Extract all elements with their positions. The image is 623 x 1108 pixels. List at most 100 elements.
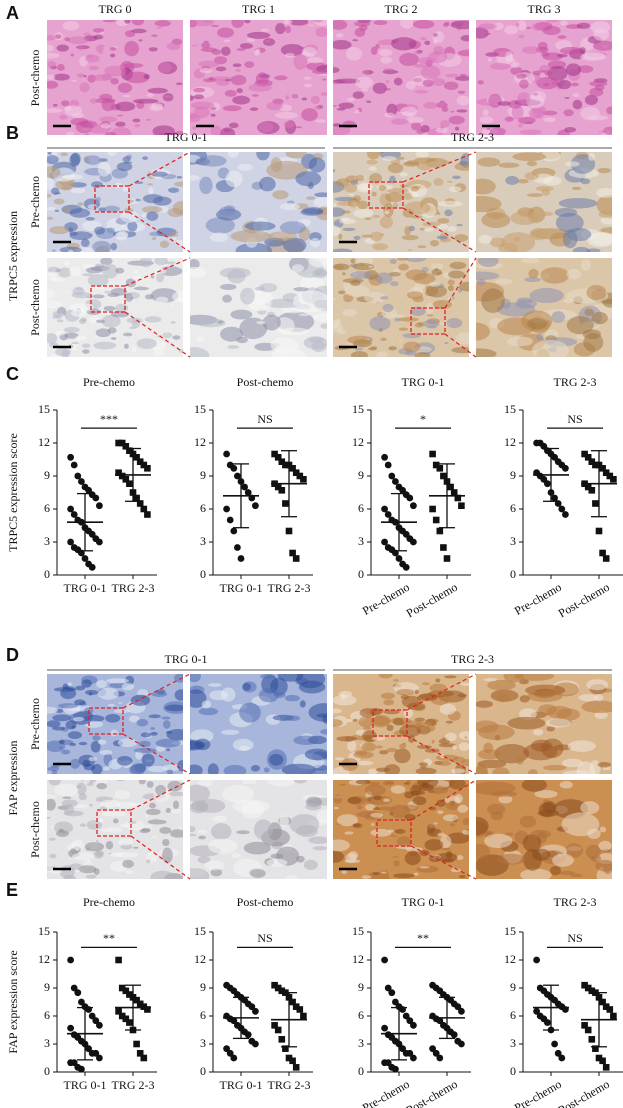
tissue-blob xyxy=(487,679,516,691)
zoom-line xyxy=(124,311,191,358)
tissue-blob xyxy=(456,855,464,860)
tissue-blob xyxy=(236,48,246,51)
tissue-blob xyxy=(270,337,299,354)
tissue-blob xyxy=(364,784,386,796)
tissue-blob xyxy=(285,715,301,722)
significance-label: * xyxy=(420,412,426,426)
data-point xyxy=(67,453,74,461)
y-tick-label: 12 xyxy=(38,435,50,449)
tissue-blob xyxy=(572,93,580,98)
tissue-blob xyxy=(449,823,456,827)
tissue-blob xyxy=(520,258,540,264)
data-point xyxy=(602,1003,610,1010)
tissue-blob xyxy=(62,20,80,31)
tissue-blob xyxy=(55,347,72,357)
tissue-blob xyxy=(57,267,72,278)
tissue-blob xyxy=(517,20,527,31)
tissue-blob xyxy=(260,28,270,32)
tissue-blob xyxy=(572,246,590,252)
texture xyxy=(333,780,469,879)
tissue-blob xyxy=(572,99,583,110)
tissue-blob xyxy=(93,34,104,40)
y-tick-label: 3 xyxy=(510,1036,516,1050)
tissue-blob xyxy=(345,853,357,863)
tissue-blob xyxy=(565,843,583,858)
tissue-blob xyxy=(75,335,87,341)
data-point xyxy=(88,563,96,571)
tissue-blob xyxy=(155,296,169,304)
tissue-blob xyxy=(64,260,70,266)
tissue-blob xyxy=(82,684,91,687)
tissue-blob xyxy=(110,127,132,135)
data-point xyxy=(610,1012,617,1020)
tissue-blob xyxy=(217,320,224,324)
tissue-blob xyxy=(415,152,430,158)
tissue-blob xyxy=(529,227,549,241)
tissue-blob xyxy=(535,185,554,192)
tissue-blob xyxy=(526,193,543,198)
data-point xyxy=(67,956,74,964)
x-tick-label: Pre-chemo xyxy=(360,1077,412,1108)
tissue-blob xyxy=(384,764,401,774)
data-point xyxy=(126,447,133,454)
texture xyxy=(333,20,469,135)
tissue-blob xyxy=(155,738,181,748)
tissue-blob xyxy=(336,736,358,742)
y-tick-label: 3 xyxy=(200,534,206,548)
tissue-blob xyxy=(396,688,415,696)
tissue-blob xyxy=(304,83,313,88)
tissue-blob xyxy=(83,32,91,37)
significance-label: NS xyxy=(257,412,272,426)
data-point xyxy=(234,544,241,551)
texture xyxy=(333,674,469,774)
data-point xyxy=(96,1054,103,1062)
tissue-blob xyxy=(71,79,78,82)
tissue-blob xyxy=(176,82,183,86)
data-point xyxy=(610,476,617,483)
tissue-blob xyxy=(405,350,417,356)
data-point xyxy=(140,505,148,513)
tissue-blob xyxy=(542,764,567,771)
tissue-blob xyxy=(156,273,165,283)
tissue-blob xyxy=(334,78,361,84)
side-label: TRPC5 expression xyxy=(6,211,20,301)
tissue-blob xyxy=(221,46,231,56)
tissue-blob xyxy=(436,101,448,109)
tissue-blob xyxy=(49,853,57,859)
tissue-blob xyxy=(519,815,537,828)
tissue-blob xyxy=(380,692,396,700)
tissue-blob xyxy=(338,290,346,295)
tissue-blob xyxy=(403,782,410,785)
tissue-blob xyxy=(404,226,412,236)
tissue-blob xyxy=(347,796,362,804)
texture xyxy=(190,20,327,135)
data-point xyxy=(92,494,100,502)
tissue-blob xyxy=(141,206,163,213)
x-tick-label: Pre-chemo xyxy=(512,1077,564,1108)
tissue-blob xyxy=(342,278,364,284)
tissue-blob xyxy=(333,67,340,73)
tissue-blob xyxy=(450,110,455,113)
tissue-blob xyxy=(190,764,203,774)
y-tick-label: 15 xyxy=(504,402,516,416)
tissue-blob xyxy=(211,49,222,55)
data-point xyxy=(454,494,462,502)
tissue-blob xyxy=(410,186,420,192)
y-tick-label: 9 xyxy=(510,468,516,482)
tissue-blob xyxy=(54,209,60,212)
tissue-blob xyxy=(270,853,284,859)
data-point xyxy=(450,1031,458,1039)
tissue-blob xyxy=(134,269,140,274)
tissue-blob xyxy=(174,130,183,135)
tissue-blob xyxy=(222,784,255,803)
tissue-blob xyxy=(47,706,58,714)
tissue-blob xyxy=(212,815,227,822)
significance-label: ** xyxy=(417,931,429,945)
tissue-blob xyxy=(210,125,222,135)
row-label: Pre-chemo xyxy=(28,698,42,750)
tissue-blob xyxy=(248,83,272,92)
data-point xyxy=(81,555,89,562)
tissue-blob xyxy=(402,333,421,339)
data-point xyxy=(406,1049,414,1057)
tissue-blob xyxy=(600,216,612,225)
